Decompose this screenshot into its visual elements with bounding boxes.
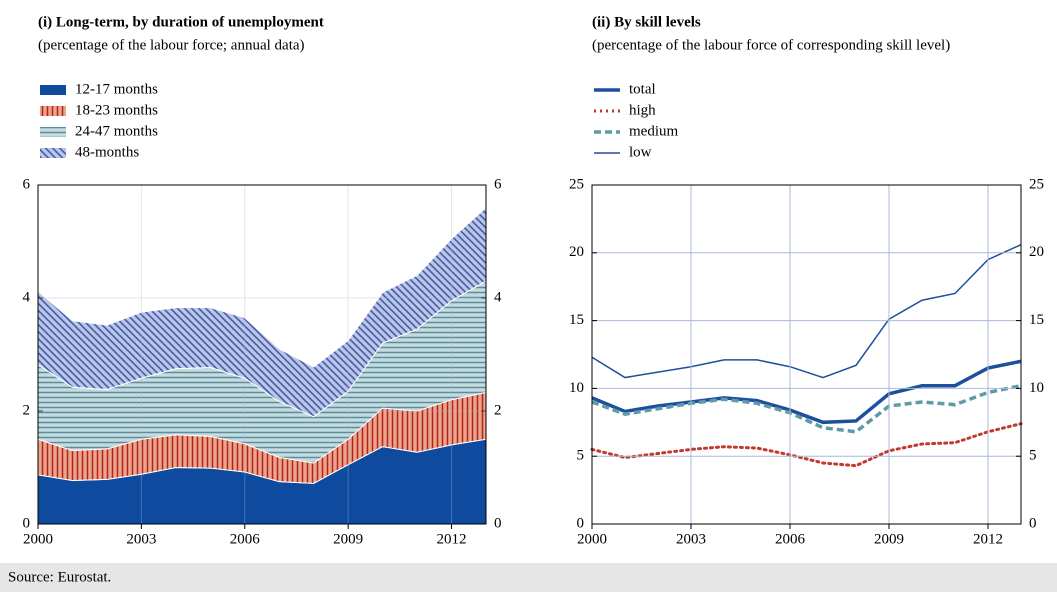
line	[591, 359, 1022, 425]
y-tick-label-right: 4	[494, 289, 502, 305]
x-tick-label: 2012	[973, 531, 1003, 547]
y-tick-label-right: 20	[1029, 244, 1044, 260]
y-tick-label: 0	[577, 515, 585, 531]
plot-area	[37, 206, 487, 525]
y-tick-label-right: 25	[1029, 176, 1044, 192]
y-tick-label-right: 0	[494, 515, 502, 531]
y-tick-label: 0	[23, 515, 31, 531]
y-tick-label: 25	[569, 176, 584, 192]
legend-swatch	[40, 148, 66, 158]
x-tick-label: 2009	[333, 531, 363, 547]
legend-swatch	[40, 106, 66, 116]
plot-frame	[37, 184, 487, 525]
legend-label: 48-months	[75, 144, 139, 160]
legend-label: 24-47 months	[75, 123, 158, 139]
line	[590, 422, 1023, 468]
legend-label: total	[629, 81, 656, 97]
y-tick-label: 2	[23, 402, 31, 418]
legend-swatch	[40, 127, 66, 137]
legend-label: high	[629, 102, 656, 118]
plot-area	[590, 243, 1023, 468]
y-tick-label: 5	[577, 448, 585, 464]
x-tick-label: 2003	[676, 531, 706, 547]
x-tick-label: 2003	[126, 531, 156, 547]
chart-subtitle: (percentage of the labour force of corre…	[592, 37, 950, 53]
y-tick-label-right: 6	[494, 176, 502, 192]
legend-swatch	[40, 85, 66, 95]
y-tick-label-right: 5	[1029, 448, 1037, 464]
x-tick-label: 2000	[577, 531, 607, 547]
line	[591, 243, 1022, 379]
chart-title: (i) Long-term, by duration of unemployme…	[38, 14, 324, 30]
line	[591, 383, 1022, 434]
legend-label: low	[629, 144, 652, 160]
y-tick-label: 20	[569, 244, 584, 260]
x-tick-label: 2006	[230, 531, 261, 547]
y-tick-label: 15	[569, 312, 584, 328]
y-tick-label: 4	[23, 289, 31, 305]
x-tick-label: 2012	[437, 531, 467, 547]
x-tick-label: 2006	[775, 531, 806, 547]
legend-label: medium	[629, 123, 678, 139]
x-tick-label: 2009	[874, 531, 904, 547]
y-tick-label-right: 0	[1029, 515, 1037, 531]
y-tick-label-right: 10	[1029, 380, 1044, 396]
y-tick-label-right: 2	[494, 402, 502, 418]
legend-label: 12-17 months	[75, 81, 158, 97]
footer-band	[0, 563, 1057, 592]
y-tick-label: 6	[23, 176, 31, 192]
y-tick-label: 10	[569, 380, 584, 396]
legend-label: 18-23 months	[75, 102, 158, 118]
grid	[591, 184, 1021, 525]
source-note: Source: Eurostat.	[8, 569, 111, 585]
plot-frame	[591, 184, 1022, 525]
chart-title: (ii) By skill levels	[592, 14, 701, 30]
y-tick-label-right: 15	[1029, 312, 1044, 328]
x-tick-label: 2000	[23, 531, 53, 547]
chart-subtitle: (percentage of the labour force; annual …	[38, 37, 305, 53]
